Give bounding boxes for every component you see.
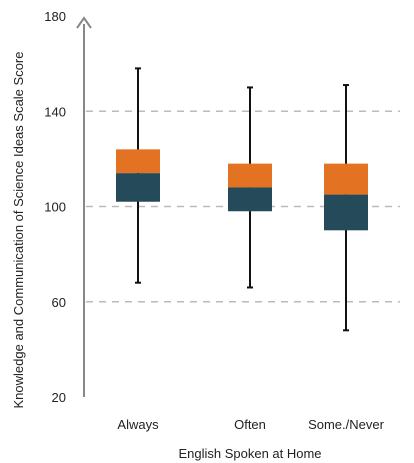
box-lower xyxy=(116,173,160,202)
boxes xyxy=(116,67,368,332)
y-tick-label: 140 xyxy=(44,104,66,119)
box-upper xyxy=(228,163,272,188)
y-tick-label: 100 xyxy=(44,200,66,215)
y-tick-label: 60 xyxy=(52,295,66,310)
box-lower xyxy=(228,187,272,212)
box-lower xyxy=(324,194,368,231)
x-category-labels: Always Often Some./Never xyxy=(117,417,384,432)
y-axis-arrow-icon xyxy=(76,16,92,29)
x-axis-title: English Spoken at Home xyxy=(178,446,321,461)
y-tick-label: 20 xyxy=(52,390,66,405)
x-category-label: Always xyxy=(117,417,159,432)
y-tick-labels: 20 60 100 140 180 xyxy=(44,9,66,405)
y-axis-title: Knowledge and Communication of Science I… xyxy=(11,52,26,409)
x-category-label: Often xyxy=(234,417,266,432)
box-upper xyxy=(324,163,368,195)
box-upper xyxy=(116,149,160,174)
x-category-label: Some./Never xyxy=(308,417,385,432)
y-tick-label: 180 xyxy=(44,9,66,24)
